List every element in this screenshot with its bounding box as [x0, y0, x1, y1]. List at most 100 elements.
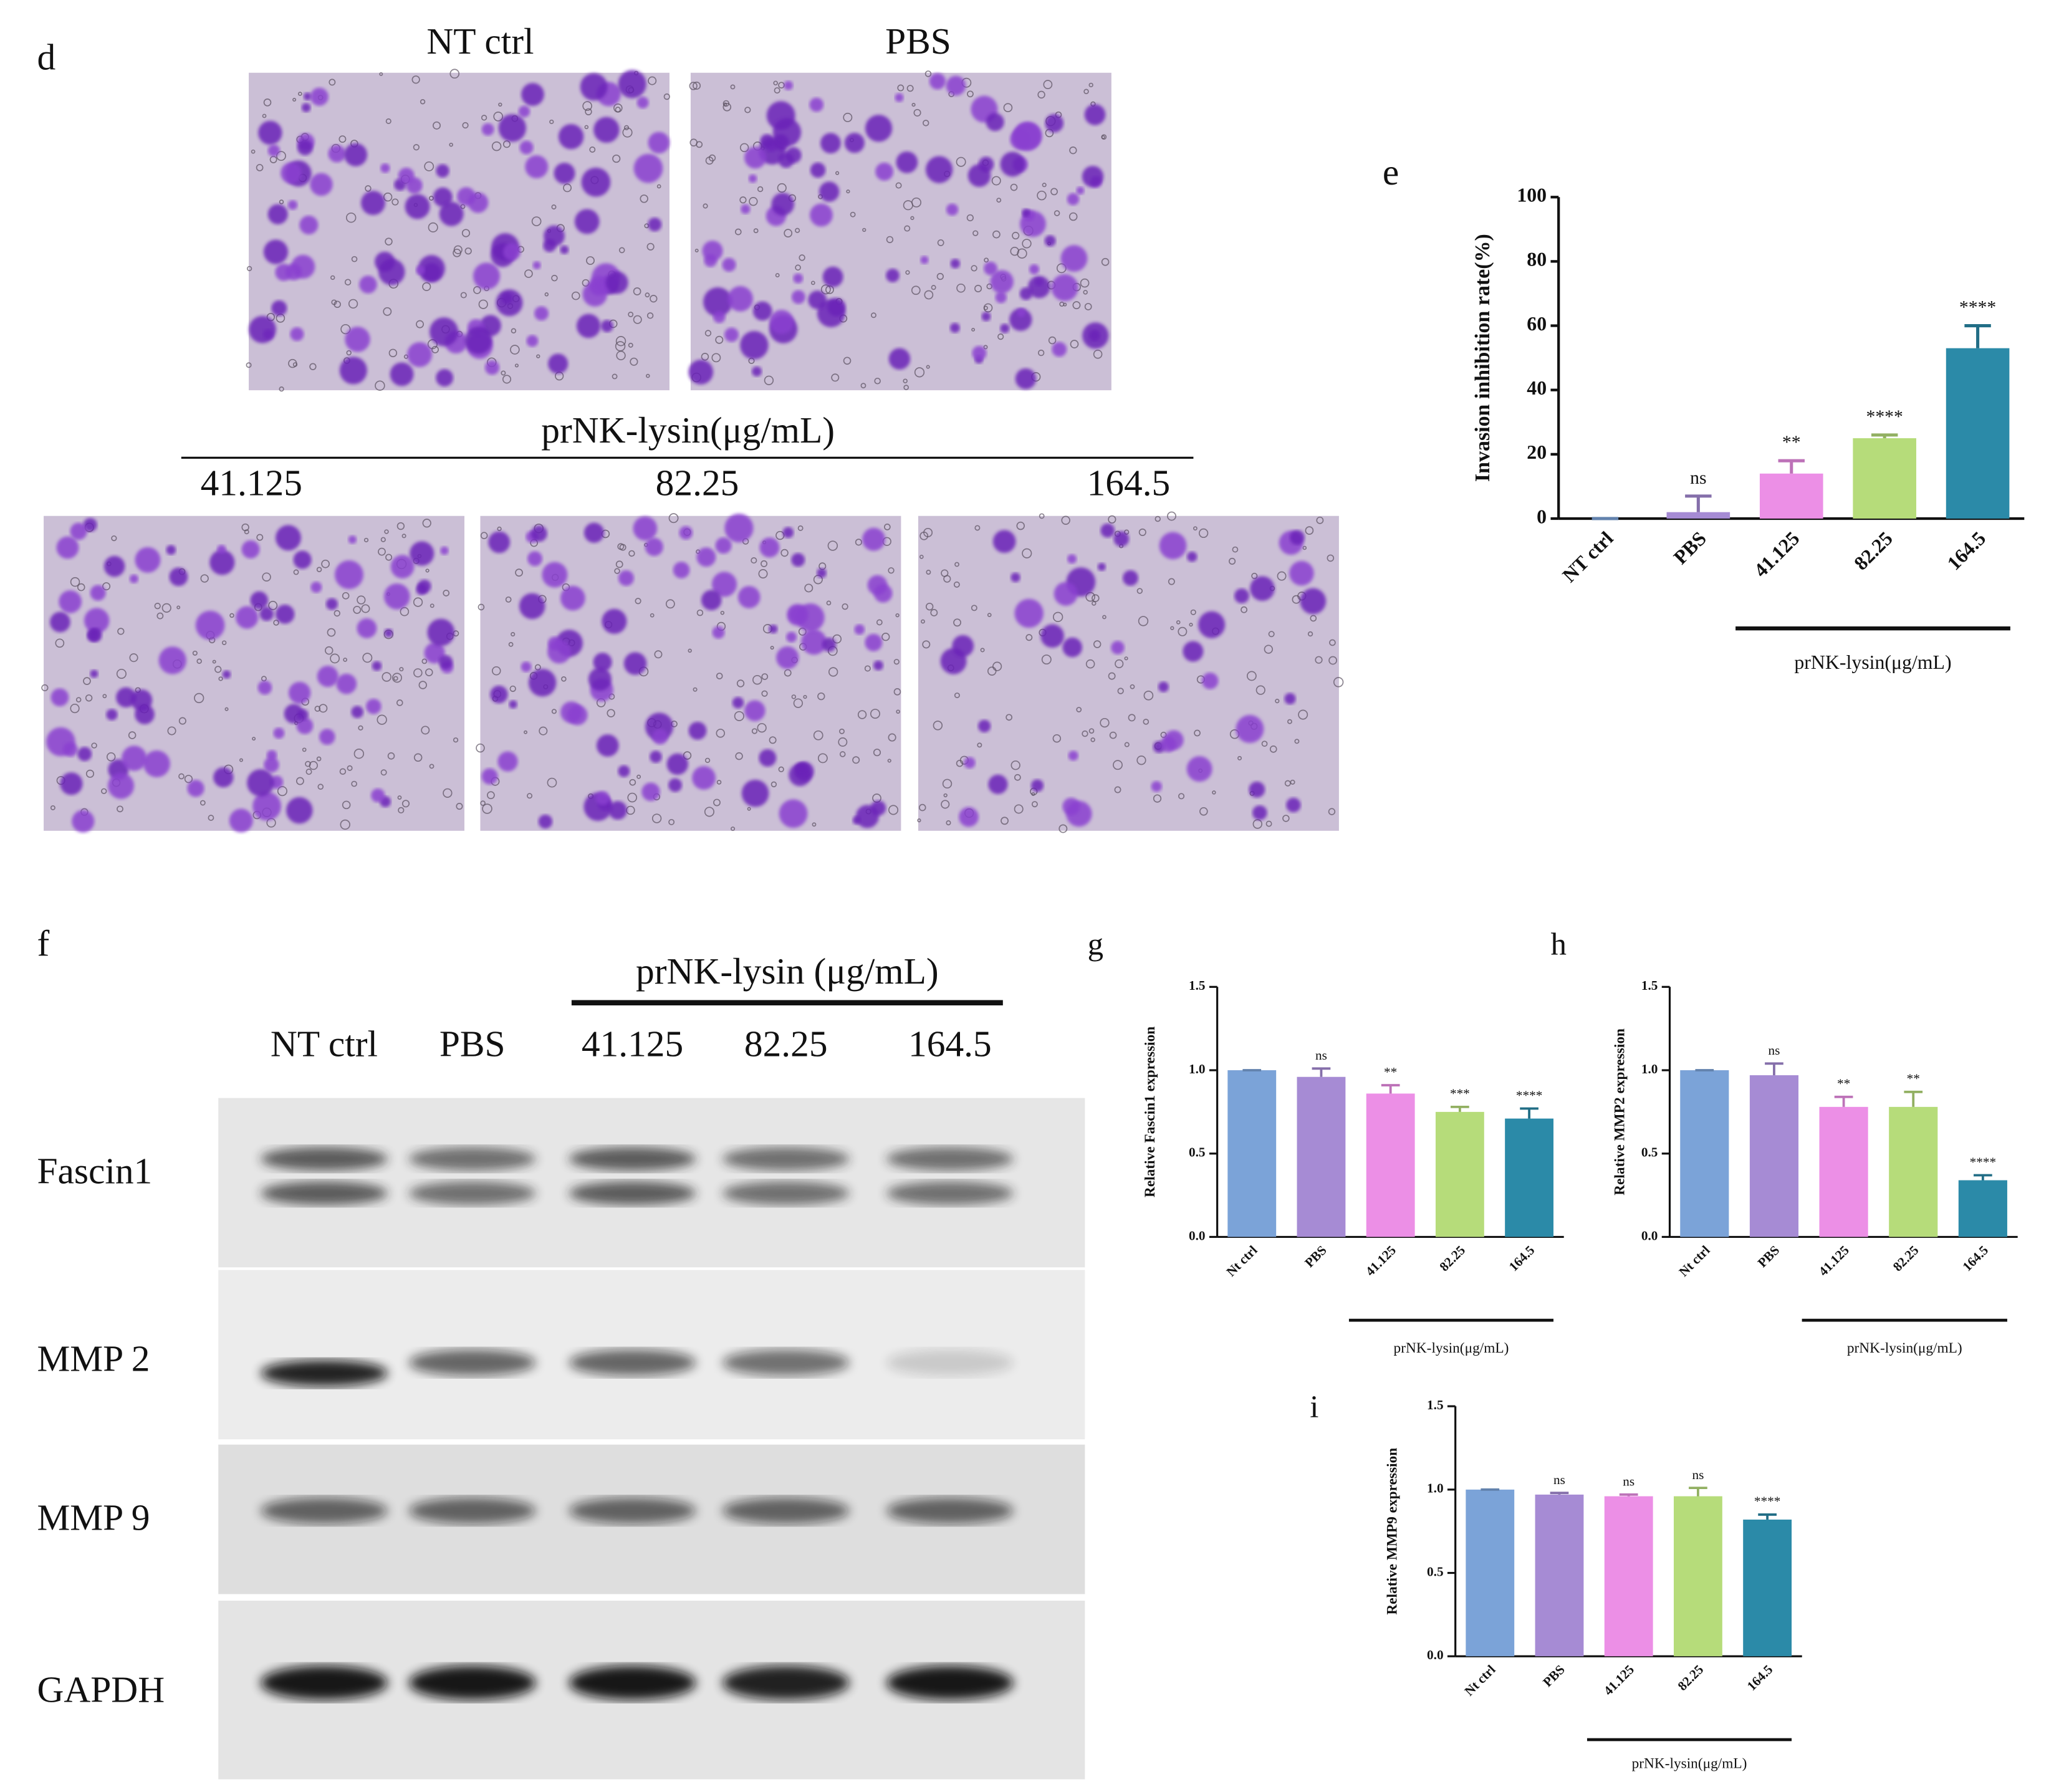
stained-cell — [1010, 572, 1020, 583]
stained-cell — [296, 717, 314, 734]
stained-cell — [521, 661, 532, 673]
stained-cell — [593, 117, 620, 143]
debris — [378, 547, 386, 556]
debris — [744, 107, 751, 113]
debris — [527, 793, 533, 799]
debris — [795, 228, 800, 233]
debris — [930, 609, 938, 616]
debris — [385, 118, 391, 124]
error-bar — [1312, 1067, 1331, 1077]
debris — [351, 256, 358, 262]
stained-cell — [276, 525, 301, 551]
debris — [693, 687, 698, 692]
micrograph — [246, 69, 670, 392]
debris — [502, 140, 511, 148]
debris — [309, 760, 318, 770]
stained-cell — [217, 545, 226, 554]
debris — [722, 100, 730, 107]
debris — [398, 807, 405, 814]
debris — [1101, 257, 1110, 266]
stained-cell — [77, 747, 92, 762]
debris — [1264, 644, 1274, 654]
debris — [1284, 780, 1291, 787]
debris — [1037, 90, 1045, 99]
stained-cell — [652, 729, 668, 745]
x-tick-label: PBS — [1302, 1243, 1329, 1270]
debris — [449, 69, 460, 79]
stained-cell — [1017, 308, 1026, 317]
error-bar — [1689, 1487, 1707, 1497]
debris — [1178, 626, 1188, 636]
stained-cell — [158, 646, 186, 674]
debris — [397, 795, 402, 800]
stained-cell — [786, 631, 797, 643]
stained-cell — [793, 273, 804, 284]
stained-cell — [1000, 151, 1025, 177]
stained-cell — [888, 348, 911, 370]
debris — [1101, 134, 1107, 140]
stained-cell — [1029, 264, 1040, 275]
bar — [1743, 1519, 1792, 1657]
debris — [739, 196, 747, 204]
stained-cell — [530, 525, 547, 542]
debris — [547, 777, 557, 788]
stained-cell — [854, 624, 865, 635]
debris — [353, 605, 362, 614]
debris — [511, 328, 517, 334]
debris — [1050, 188, 1058, 196]
stained-cell — [666, 753, 688, 775]
stained-cell — [303, 92, 312, 101]
stained-cell — [744, 700, 766, 721]
debris — [715, 335, 724, 344]
stained-cell — [1040, 624, 1064, 648]
debris — [340, 819, 350, 830]
debris — [980, 648, 985, 653]
debris — [493, 112, 504, 122]
stained-cell — [769, 625, 778, 634]
stained-cell — [1198, 611, 1226, 638]
debris — [340, 323, 351, 335]
debris — [656, 184, 661, 189]
stained-cell — [88, 628, 102, 642]
debris — [1031, 801, 1038, 808]
debris — [161, 603, 171, 613]
debris — [764, 375, 774, 385]
debris — [1315, 656, 1323, 664]
stained-cell — [1012, 122, 1041, 151]
blot-band — [261, 1181, 388, 1205]
stained-cell — [317, 666, 338, 688]
debris — [91, 742, 97, 749]
stained-cell — [481, 123, 494, 136]
debris — [895, 182, 902, 189]
stained-cell — [895, 93, 904, 102]
debris — [933, 721, 943, 731]
y-tick-label: 80 — [1527, 249, 1547, 271]
stained-cell — [855, 805, 879, 828]
stained-cell — [1201, 673, 1219, 689]
debris — [654, 650, 663, 659]
debris — [615, 107, 621, 113]
debris — [977, 742, 982, 748]
debris — [615, 336, 626, 347]
debris — [256, 164, 264, 171]
stained-cell — [580, 73, 608, 101]
stained-cell — [1076, 186, 1085, 195]
bar — [1366, 1093, 1415, 1237]
debris — [295, 777, 304, 785]
debris — [1176, 620, 1181, 625]
debris — [491, 141, 502, 151]
panel-label: i — [1310, 1390, 1318, 1425]
stained-cell — [547, 640, 571, 664]
bar — [1604, 1496, 1653, 1657]
stained-cell — [1062, 797, 1080, 815]
debris — [1269, 745, 1277, 753]
debris — [735, 752, 743, 760]
debris — [971, 265, 977, 272]
stained-cell — [600, 320, 613, 332]
debris — [70, 577, 80, 587]
stained-cell — [724, 514, 754, 543]
debris — [1265, 820, 1272, 827]
stained-cell — [1054, 582, 1078, 606]
debris — [1128, 714, 1136, 722]
group-label: prNK-lysin(μg/mL) — [1794, 651, 1951, 673]
